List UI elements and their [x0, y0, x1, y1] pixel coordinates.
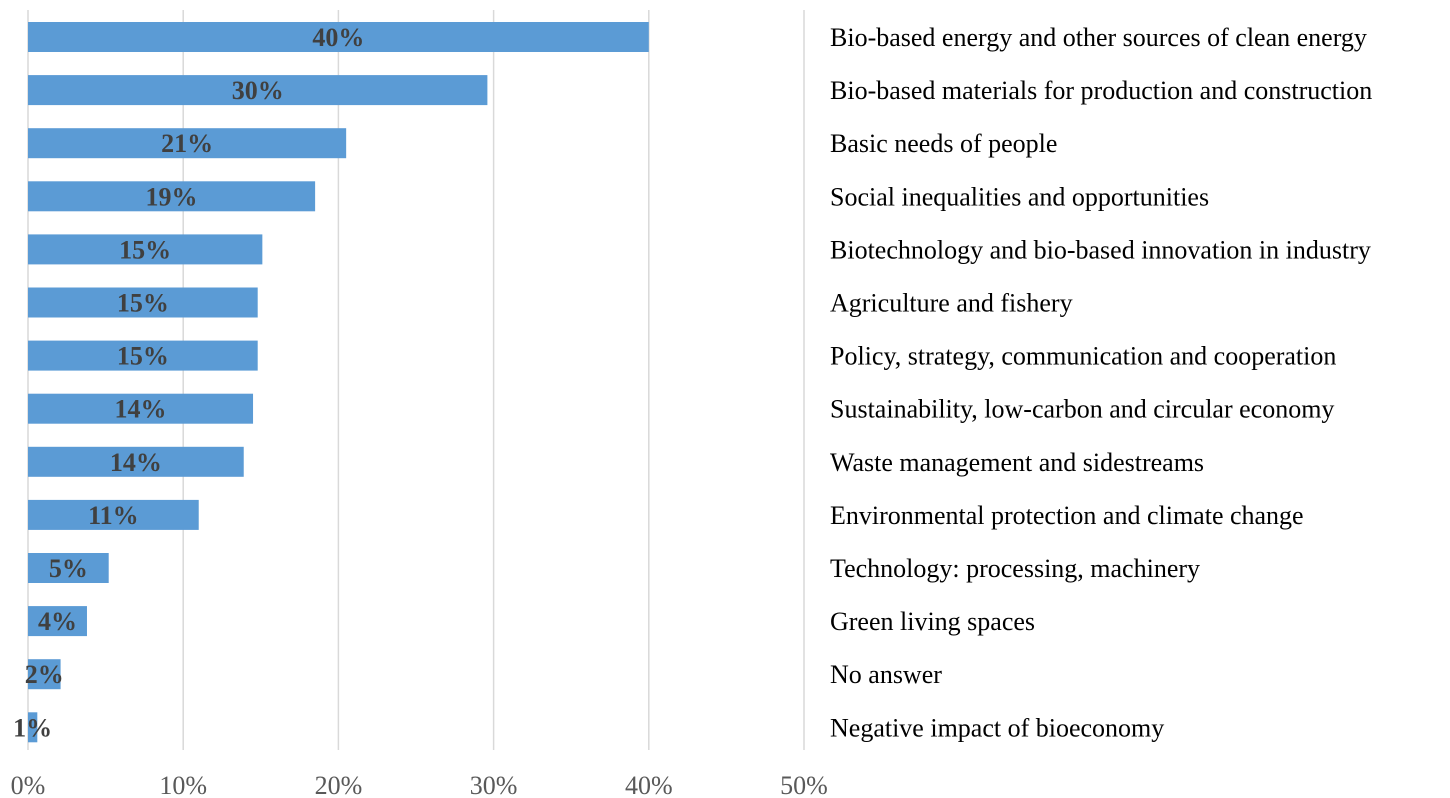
data-label: 2% [25, 660, 64, 689]
category-label: Agriculture and fishery [830, 289, 1073, 318]
bar [28, 499, 199, 530]
x-axis-ticks: 0% 10% 20% 30% 40% 50% [11, 771, 828, 798]
category-label: Green living spaces [830, 607, 1035, 636]
category-label: Sustainability, low-carbon and circular … [830, 395, 1334, 424]
data-label: 4% [38, 607, 77, 636]
x-tick-label: 0% [11, 771, 46, 798]
bar [28, 181, 316, 212]
data-label: 15% [117, 289, 169, 318]
bar [28, 75, 488, 106]
bar [28, 553, 109, 583]
x-tick-label: 40% [625, 771, 673, 798]
category-label: Environmental protection and climate cha… [830, 501, 1304, 530]
category-label: No answer [830, 660, 942, 689]
bar [28, 659, 61, 690]
bar [28, 234, 263, 265]
data-label: 14% [115, 395, 167, 424]
data-label: 40% [312, 23, 364, 52]
bar [28, 712, 38, 743]
category-label: Biotechnology and bio-based innovation i… [830, 235, 1371, 264]
data-labels: 40% 30% 21% 19% 15% 15% 15% 14% 14% 11%5% 4% 2% 1% [13, 23, 364, 742]
data-label: 1% [13, 713, 52, 742]
gridlines [27, 10, 805, 750]
data-label: 15% [119, 235, 171, 264]
bars [28, 22, 649, 743]
category-label: Technology: processing, machinery [830, 554, 1200, 583]
bar [28, 606, 87, 637]
data-label: 11% [88, 501, 139, 530]
data-label: 21% [161, 129, 213, 158]
category-label: Waste management and sidestreams [830, 448, 1204, 477]
x-tick-label: 30% [470, 771, 518, 798]
bar [28, 340, 258, 371]
data-label: 19% [146, 182, 198, 211]
category-label: Bio-based energy and other sources of cl… [830, 23, 1367, 52]
category-labels: Bio-based energy and other sources of cl… [830, 23, 1372, 742]
category-label: Negative impact of bioeconomy [830, 713, 1164, 742]
data-label: 5% [49, 554, 88, 583]
category-label: Bio-based materials for production and c… [830, 76, 1372, 105]
category-label: Policy, strategy, communication and coop… [830, 342, 1336, 371]
data-label: 14% [110, 448, 162, 477]
x-tick-label: 20% [315, 771, 363, 798]
bar [28, 446, 244, 477]
bar [28, 22, 649, 52]
category-label: Social inequalities and opportunities [830, 182, 1209, 211]
x-tick-label: 50% [780, 771, 828, 798]
bar [28, 128, 347, 159]
x-tick-label: 10% [159, 771, 207, 798]
data-label: 15% [117, 342, 169, 371]
data-label: 30% [232, 76, 284, 105]
bar [28, 287, 258, 318]
category-label: Basic needs of people [830, 129, 1057, 158]
bar [28, 393, 254, 424]
